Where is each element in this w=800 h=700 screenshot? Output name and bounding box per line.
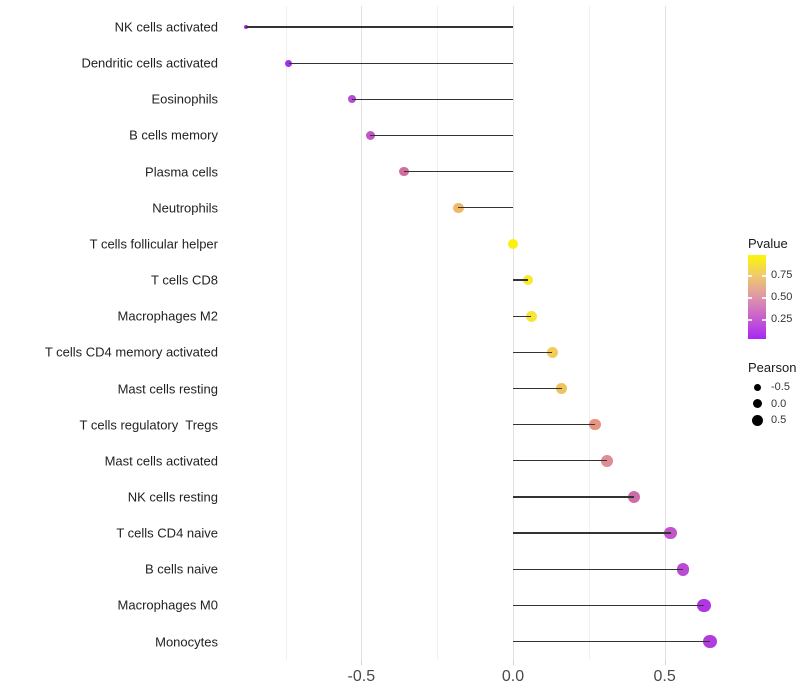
category-label: Macrophages M2 xyxy=(117,308,218,324)
colorbar-tick-label: 0.25 xyxy=(771,313,793,325)
category-label: NK cells resting xyxy=(127,489,218,505)
colorbar-tickmark xyxy=(762,297,766,299)
lollipop-stem xyxy=(513,315,532,317)
x-axis-tick-label: -0.5 xyxy=(347,668,376,685)
colorbar-tickmark xyxy=(748,319,752,321)
lollipop-stem xyxy=(246,26,513,28)
category-label: Mast cells activated xyxy=(104,453,218,469)
lollipop-stem xyxy=(513,351,553,353)
lollipop-dot xyxy=(697,598,711,613)
lollipop-stem xyxy=(513,387,562,390)
lollipop-dot xyxy=(525,310,537,322)
lollipop-stem xyxy=(370,134,513,137)
category-label: T cells regulatory Tregs xyxy=(79,417,218,433)
lollipop-dot xyxy=(522,274,534,286)
category-label: Neutrophils xyxy=(152,200,218,216)
lollipop-dot xyxy=(628,490,641,503)
lollipop-stem xyxy=(513,640,711,643)
lollipop-stem xyxy=(513,460,608,462)
lollipop-dot xyxy=(601,454,614,467)
major-gridline xyxy=(513,6,514,660)
lollipop-stem xyxy=(403,170,513,173)
x-axis-tick-label: 0.0 xyxy=(501,668,525,685)
lollipop-dot xyxy=(555,382,568,395)
lollipop-stem xyxy=(288,62,513,64)
lollipop-dot xyxy=(676,563,690,576)
category-label: T cells CD8 xyxy=(151,272,218,288)
lollipop-dot xyxy=(589,418,601,431)
lollipop-stem xyxy=(513,604,705,607)
lollipop-stem xyxy=(513,532,671,534)
pearson-size-label: 0.0 xyxy=(771,397,787,410)
category-label: Plasma cells xyxy=(145,164,218,180)
category-label: Dendritic cells activated xyxy=(81,55,218,71)
category-label: NK cells activated xyxy=(114,19,218,35)
pvalue-colorbar xyxy=(748,255,766,339)
x-axis-tick xyxy=(361,660,363,665)
pearson-size-label: -0.5 xyxy=(771,381,790,393)
category-label: Eosinophils xyxy=(151,91,219,107)
x-axis-tick xyxy=(513,660,514,665)
category-label: T cells CD4 memory activated xyxy=(44,344,218,360)
pearson-size-label: 0.5 xyxy=(771,414,787,426)
colorbar-tickmark xyxy=(748,275,752,277)
category-label: Mast cells resting xyxy=(117,381,218,396)
colorbar-tickmark xyxy=(762,275,766,277)
colorbar-tickmark xyxy=(748,297,752,299)
major-gridline xyxy=(361,6,363,660)
lollipop-dot xyxy=(664,526,677,540)
pearson-size-dot xyxy=(753,383,761,391)
lollipop-stem xyxy=(458,207,513,209)
pearson-size-dot xyxy=(752,399,762,408)
lollipop-dot xyxy=(546,346,559,359)
category-label: T cells CD4 naive xyxy=(116,525,218,541)
major-gridline xyxy=(664,6,666,660)
x-axis-tick-label: 0.5 xyxy=(653,668,676,685)
category-label: Monocytes xyxy=(155,634,218,650)
pvalue-legend-title: Pvalue xyxy=(748,236,788,251)
minor-gridline xyxy=(588,6,590,660)
category-label: T cells follicular helper xyxy=(89,236,218,252)
x-axis-tick xyxy=(664,660,666,665)
lollipop-stem xyxy=(513,279,529,281)
colorbar-tick-label: 0.50 xyxy=(771,291,793,303)
lollipop-stem xyxy=(513,424,595,426)
category-label: B cells memory xyxy=(129,127,218,143)
minor-gridline xyxy=(285,6,287,660)
pearson-legend-title: Pearson xyxy=(748,360,797,375)
category-label: B cells naive xyxy=(145,561,218,577)
lollipop-stem xyxy=(352,98,513,100)
lollipop-stem xyxy=(513,568,683,570)
minor-gridline xyxy=(437,6,439,660)
colorbar-tickmark xyxy=(762,319,766,321)
lollipop-dot xyxy=(508,238,518,249)
category-label: Macrophages M0 xyxy=(117,597,218,613)
pearson-size-dot xyxy=(751,414,763,426)
lollipop-dot xyxy=(703,634,717,649)
lollipop-stem xyxy=(513,496,635,498)
colorbar-tick-label: 0.75 xyxy=(771,269,793,281)
